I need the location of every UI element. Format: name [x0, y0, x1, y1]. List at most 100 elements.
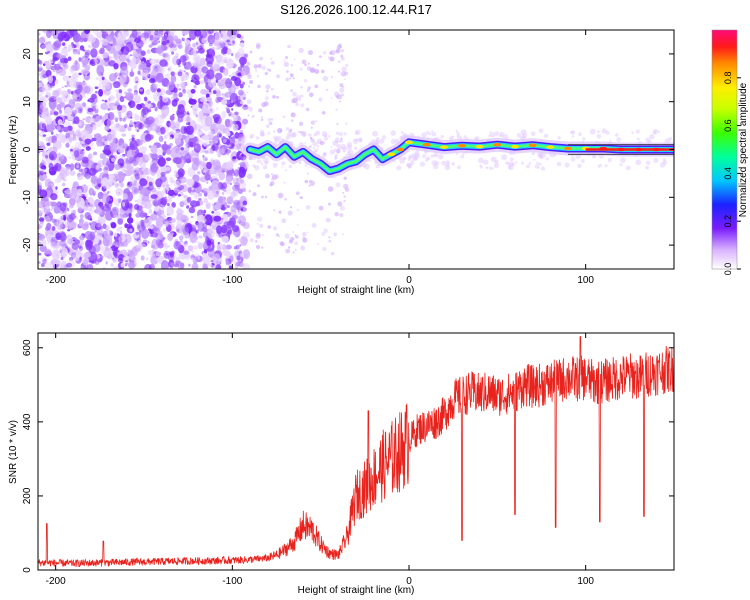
- noise-speck: [175, 256, 181, 262]
- noise-speck: [95, 90, 98, 94]
- noise-speck: [87, 152, 95, 159]
- noise-speck: [330, 97, 333, 99]
- noise-speck: [238, 238, 243, 242]
- noise-speck: [86, 264, 94, 269]
- noise-speck: [197, 115, 204, 123]
- noise-speck: [212, 159, 221, 171]
- noise-speck: [214, 55, 217, 59]
- noise-speck: [148, 44, 153, 48]
- noise-speck: [220, 224, 228, 234]
- noise-speck: [38, 252, 42, 256]
- noise-speck: [114, 182, 119, 188]
- noise-speck: [133, 84, 138, 91]
- noise-speck: [206, 239, 212, 247]
- halo-speck: [407, 157, 412, 162]
- noise-speck: [342, 191, 345, 194]
- halo-speck: [400, 131, 404, 134]
- noise-speck: [273, 130, 276, 133]
- noise-speck: [296, 208, 300, 212]
- noise-speck: [117, 210, 121, 213]
- noise-speck: [41, 263, 45, 268]
- halo-speck: [309, 145, 313, 148]
- noise-speck: [72, 101, 75, 104]
- noise-speck: [172, 92, 178, 100]
- noise-speck: [235, 261, 241, 267]
- noise-speck: [196, 240, 200, 244]
- noise-speck: [284, 56, 289, 60]
- noise-speck: [138, 240, 142, 246]
- noise-speck: [113, 122, 122, 131]
- noise-speck: [89, 60, 95, 65]
- halo-speck: [540, 166, 546, 171]
- noise-speck: [113, 116, 120, 121]
- noise-speck: [124, 78, 128, 82]
- noise-speck: [177, 104, 185, 115]
- noise-speck: [240, 42, 245, 48]
- noise-speck: [93, 151, 98, 156]
- noise-speck: [142, 106, 149, 116]
- noise-speck: [77, 188, 83, 197]
- noise-speck: [230, 99, 234, 104]
- noise-speck: [91, 93, 97, 100]
- noise-speck: [200, 88, 207, 95]
- noise-speck: [241, 153, 244, 157]
- noise-speck: [106, 44, 112, 50]
- noise-speck: [101, 138, 105, 143]
- halo-speck: [649, 134, 655, 140]
- noise-speck: [66, 234, 73, 241]
- noise-speck: [92, 124, 97, 131]
- noise-speck: [309, 92, 314, 98]
- noise-speck: [261, 246, 264, 249]
- noise-speck: [112, 105, 118, 110]
- noise-speck: [53, 96, 57, 101]
- noise-speck: [260, 118, 264, 121]
- noise-speck: [84, 231, 93, 240]
- noise-speck: [178, 88, 182, 91]
- halo-speck: [492, 167, 495, 170]
- noise-speck: [259, 56, 264, 61]
- noise-speck: [121, 198, 130, 211]
- y-tick-label: 600: [22, 339, 33, 356]
- noise-speck: [196, 129, 203, 136]
- noise-speck: [87, 206, 91, 210]
- noise-speck: [102, 157, 111, 166]
- noise-speck: [230, 30, 237, 37]
- noise-speck: [54, 63, 61, 71]
- noise-speck: [336, 122, 339, 126]
- noise-speck: [141, 228, 149, 239]
- noise-speck: [92, 190, 97, 196]
- halo-speck: [485, 166, 489, 170]
- noise-speck: [71, 170, 74, 174]
- noise-speck: [38, 132, 42, 137]
- halo-speck: [259, 129, 265, 135]
- halo-speck: [341, 146, 348, 152]
- noise-speck: [240, 221, 246, 227]
- ridge-hotspot: [528, 143, 537, 147]
- noise-speck: [239, 100, 244, 105]
- noise-speck: [292, 91, 297, 97]
- noise-speck: [38, 209, 43, 214]
- noise-speck: [108, 73, 117, 82]
- noise-speck: [115, 188, 123, 196]
- halo-speck: [337, 147, 341, 151]
- noise-speck: [225, 40, 230, 47]
- noise-speck: [163, 228, 168, 233]
- noise-speck: [44, 262, 52, 269]
- halo-speck: [313, 132, 317, 137]
- noise-speck: [123, 143, 128, 148]
- noise-speck: [133, 180, 137, 184]
- noise-speck: [94, 229, 98, 232]
- noise-speck: [120, 167, 126, 172]
- noise-speck: [222, 138, 227, 143]
- y-tick-label: -10: [22, 190, 33, 205]
- noise-speck: [98, 89, 104, 97]
- halo-speck: [488, 166, 493, 170]
- halo-speck: [260, 162, 264, 166]
- halo-speck: [357, 137, 362, 142]
- noise-speck: [96, 64, 105, 77]
- noise-speck: [221, 93, 224, 96]
- x-tick-label: -200: [46, 576, 66, 587]
- noise-speck: [135, 220, 142, 227]
- noise-speck: [176, 213, 185, 222]
- halo-speck: [440, 135, 444, 139]
